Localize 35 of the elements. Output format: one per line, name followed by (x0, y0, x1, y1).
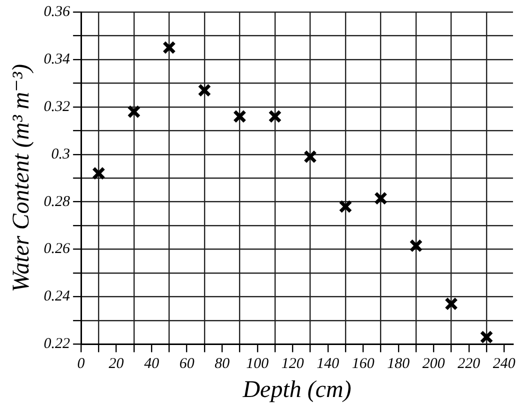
x-tick-label: 200 (422, 356, 446, 372)
x-axis-title: Depth (cm) (242, 376, 352, 403)
x-tick-label: 0 (77, 356, 86, 372)
point (338, 200, 352, 214)
point (233, 110, 246, 124)
point (444, 297, 458, 311)
y-tick-label: 0.36 (44, 4, 71, 20)
x-tick-label: 80 (214, 356, 230, 372)
x-tick-label: 100 (246, 356, 270, 372)
point (409, 239, 423, 252)
point (92, 166, 106, 180)
y-tick-label: 0.32 (44, 98, 71, 115)
x-tick-label: 20 (108, 356, 124, 372)
point (374, 192, 388, 205)
point (304, 150, 317, 164)
x-tick-label: 60 (179, 356, 195, 372)
x-tick-label: 140 (316, 356, 340, 372)
y-tick-label: 0.34 (44, 51, 71, 68)
point (162, 40, 176, 54)
point (268, 110, 282, 124)
point (198, 84, 212, 98)
y-tick-label: 0.24 (44, 288, 71, 305)
y-tick-label: 0.3 (51, 146, 70, 162)
point (127, 104, 141, 118)
x-tick-label: 240 (492, 356, 516, 372)
x-tick-label: 160 (352, 356, 375, 372)
y-tick-label: 0.22 (44, 336, 71, 352)
y-tick-label: 0.26 (44, 241, 71, 258)
y-axis-title: Water Content (m³ m⁻³) (8, 64, 35, 292)
x-tick-label: 220 (458, 356, 481, 372)
x-tick-label: 180 (387, 356, 410, 372)
y-tick-label: 0.28 (44, 194, 71, 210)
x-tick-label: 40 (144, 356, 160, 372)
point (480, 330, 494, 344)
x-tick-label: 120 (281, 356, 304, 372)
